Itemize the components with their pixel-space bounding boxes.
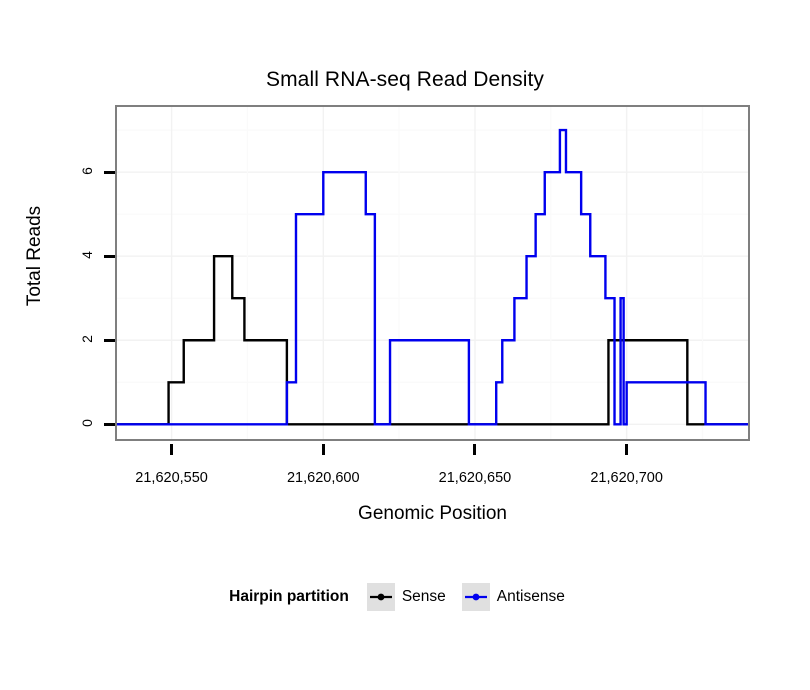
line-marker-icon — [369, 593, 392, 601]
x-tick-mark — [473, 444, 477, 455]
series-line-antisense — [117, 128, 748, 426]
legend-label-antisense: Antisense — [496, 588, 565, 605]
y-axis-title: Total Reads — [24, 205, 45, 307]
grid-lines — [117, 107, 748, 439]
x-tick-label: 21,620,650 — [438, 470, 512, 486]
y-tick-label: 2 — [79, 335, 95, 344]
x-tick-mark — [170, 444, 174, 455]
legend-label-sense: Sense — [401, 588, 446, 605]
legend-key-sense — [366, 583, 395, 611]
legend-key-antisense — [461, 583, 490, 611]
x-tick-label: 21,620,700 — [590, 470, 663, 486]
y-tick-mark — [104, 254, 115, 258]
x-tick-label: 21,620,550 — [135, 470, 208, 486]
y-tick-label: 4 — [79, 251, 95, 260]
line-marker-icon — [464, 593, 487, 601]
y-tick-label: 6 — [79, 167, 95, 176]
x-tick-label: 21,620,600 — [286, 470, 360, 486]
legend-title: Hairpin partition — [229, 588, 349, 605]
x-tick-mark — [625, 444, 629, 455]
y-tick-label: 0 — [79, 419, 95, 428]
plot-panel — [115, 105, 750, 441]
legend-entry-antisense[interactable]: Antisense — [461, 583, 565, 611]
plot-area — [117, 107, 748, 439]
x-axis-title: Genomic Position — [358, 503, 507, 524]
y-tick-mark — [104, 338, 115, 342]
chart-legend: Hairpin partition Sense Antisense — [0, 583, 810, 611]
legend-entry-sense[interactable]: Sense — [366, 583, 446, 611]
chart-title: Small RNA-seq Read Density — [265, 68, 545, 91]
y-tick-mark — [104, 422, 115, 426]
x-tick-mark — [321, 444, 325, 455]
y-tick-mark — [104, 170, 115, 174]
